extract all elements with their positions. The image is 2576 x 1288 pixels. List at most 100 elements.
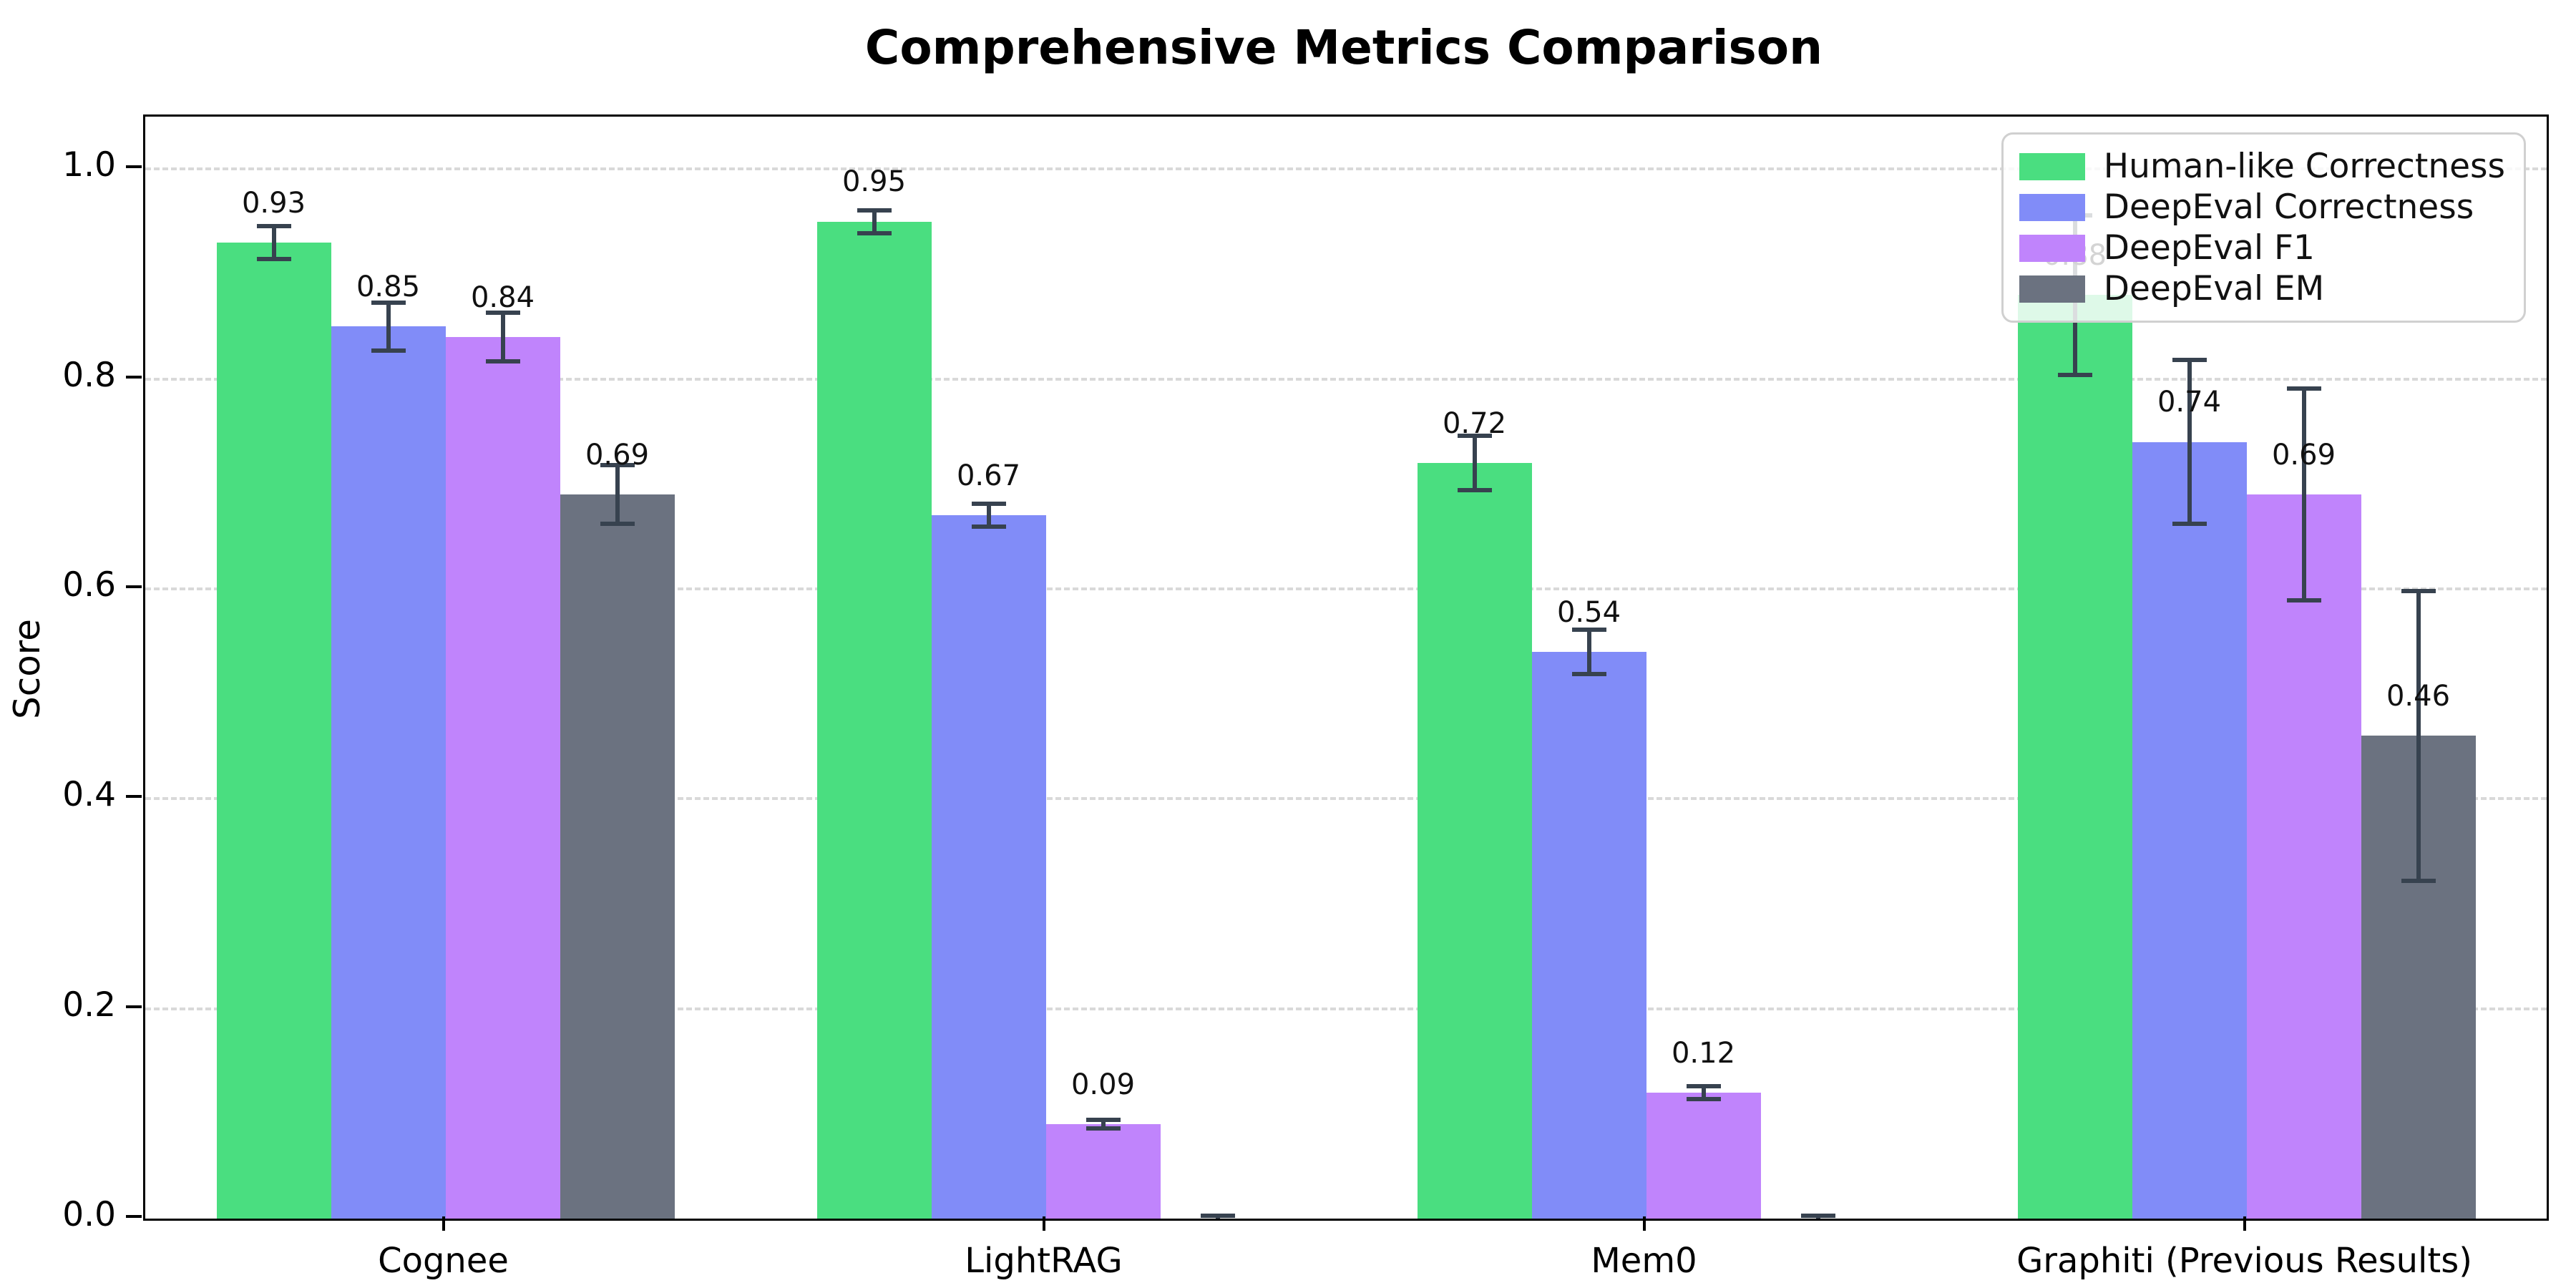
error-bar-cap-bottom: [2401, 878, 2436, 883]
legend-entry: Human-like Correctness: [2019, 146, 2505, 187]
error-bar-line: [1472, 433, 1477, 493]
y-tick-label: 0.4: [62, 775, 116, 815]
error-bar-cap-top: [1800, 1213, 1835, 1218]
bar: [331, 326, 446, 1219]
gridline: [145, 797, 2547, 801]
legend-entry: DeepEval Correctness: [2019, 187, 2505, 228]
bar-value-label: 0.84: [470, 280, 535, 314]
bar: [2246, 494, 2361, 1219]
bar-value-label: 0.69: [2271, 438, 2336, 472]
error-bar-cap-bottom: [857, 230, 892, 235]
error-bar-cap-top: [2401, 589, 2436, 593]
bar-value-label: 0.72: [1442, 406, 1507, 440]
error-bar-line: [986, 502, 991, 530]
error-bar-cap-top: [2286, 386, 2321, 391]
y-tick-label: 0.0: [62, 1195, 116, 1234]
x-tick-label: Mem0: [1591, 1241, 1697, 1281]
bar-value-label: 0.12: [1671, 1036, 1736, 1070]
x-tick-label: Graphiti (Previous Results): [2016, 1241, 2472, 1281]
error-bar-cap-top: [600, 463, 635, 467]
bar: [2132, 441, 2247, 1219]
y-tick-label: 0.2: [62, 985, 116, 1025]
error-bar-cap-bottom: [256, 257, 291, 262]
x-tick-label: Cognee: [378, 1241, 509, 1281]
x-tick-mark: [441, 1216, 445, 1231]
bar: [816, 221, 932, 1219]
error-bar-cap-bottom: [1457, 488, 1492, 493]
error-bar-line: [386, 300, 391, 353]
bar: [216, 243, 331, 1219]
bar: [1531, 652, 1646, 1219]
bar-value-label: 0.74: [2157, 386, 2222, 419]
y-tick-label: 0.8: [62, 355, 116, 395]
y-tick-mark: [126, 375, 142, 379]
y-axis-label: Score: [6, 618, 48, 720]
error-bar-cap-top: [256, 223, 291, 228]
bar: [445, 337, 560, 1219]
legend-label: DeepEval Correctness: [2103, 187, 2474, 227]
legend-label: Human-like Correctness: [2103, 147, 2505, 186]
bar: [560, 494, 675, 1219]
error-bar-line: [271, 223, 276, 262]
bar: [1646, 1093, 1761, 1219]
y-tick-mark: [126, 585, 142, 588]
error-bar-cap-top: [371, 300, 406, 305]
error-bar-cap-bottom: [971, 525, 1006, 530]
error-bar-line: [615, 463, 620, 526]
legend-swatch: [2019, 193, 2085, 221]
x-tick-mark: [1042, 1216, 1045, 1231]
error-bar-cap-top: [1686, 1084, 1721, 1089]
error-bar-line: [1586, 628, 1591, 676]
error-bar-cap-top: [971, 502, 1006, 507]
legend-swatch: [2019, 152, 2085, 180]
error-bar-cap-top: [1571, 628, 1606, 633]
legend-swatch: [2019, 234, 2085, 262]
error-bar-cap-bottom: [485, 358, 520, 364]
gridline: [145, 587, 2547, 590]
error-bar-cap-bottom: [1686, 1096, 1721, 1101]
error-bar-line: [1101, 1118, 1106, 1131]
chart-title: Comprehensive Metrics Comparison: [864, 20, 1823, 75]
error-bar-cap-bottom: [2057, 372, 2092, 377]
error-bar-line: [1701, 1084, 1706, 1101]
error-bar-cap-bottom: [2172, 522, 2207, 526]
error-bar-cap-bottom: [2286, 598, 2321, 603]
error-bar-line: [2301, 386, 2306, 603]
y-tick-label: 1.0: [62, 145, 116, 185]
error-bar-cap-top: [485, 311, 520, 316]
error-bar-cap-bottom: [371, 348, 406, 353]
bar: [931, 515, 1046, 1219]
error-bar-cap-top: [1085, 1118, 1121, 1123]
x-tick-mark: [2243, 1216, 2246, 1231]
bar-value-label: 0.69: [585, 438, 650, 472]
x-tick-label: LightRAG: [965, 1241, 1123, 1281]
legend-entry: DeepEval EM: [2019, 268, 2505, 309]
bar-value-label: 0.54: [1556, 595, 1621, 629]
bar-value-label: 0.46: [2386, 680, 2451, 713]
y-tick-mark: [126, 1005, 142, 1008]
error-bar-line: [500, 311, 505, 364]
y-tick-mark: [126, 795, 142, 799]
error-bar-cap-bottom: [1085, 1126, 1121, 1131]
error-bar-cap-top: [2172, 358, 2207, 363]
bar: [1045, 1124, 1161, 1219]
bar-value-label: 0.93: [241, 186, 306, 220]
error-bar-cap-bottom: [600, 522, 635, 526]
legend-label: DeepEval EM: [2103, 269, 2325, 308]
gridline: [145, 1007, 2547, 1010]
bar-value-label: 0.67: [956, 459, 1021, 493]
legend: Human-like Correctness DeepEval Correctne…: [2001, 132, 2526, 323]
error-bar-line: [872, 208, 877, 235]
legend-entry: DeepEval F1: [2019, 228, 2505, 268]
error-bar-line: [2416, 589, 2421, 883]
y-tick-mark: [126, 165, 142, 169]
gridline: [145, 167, 2547, 171]
error-bar-cap-top: [1457, 433, 1492, 438]
legend-label: DeepEval F1: [2103, 228, 2315, 268]
legend-swatch: [2019, 275, 2085, 303]
gridline: [145, 377, 2547, 381]
bar: [1417, 463, 1532, 1219]
bar-value-label: 0.09: [1070, 1068, 1136, 1101]
error-bar-cap-top: [1200, 1213, 1235, 1218]
